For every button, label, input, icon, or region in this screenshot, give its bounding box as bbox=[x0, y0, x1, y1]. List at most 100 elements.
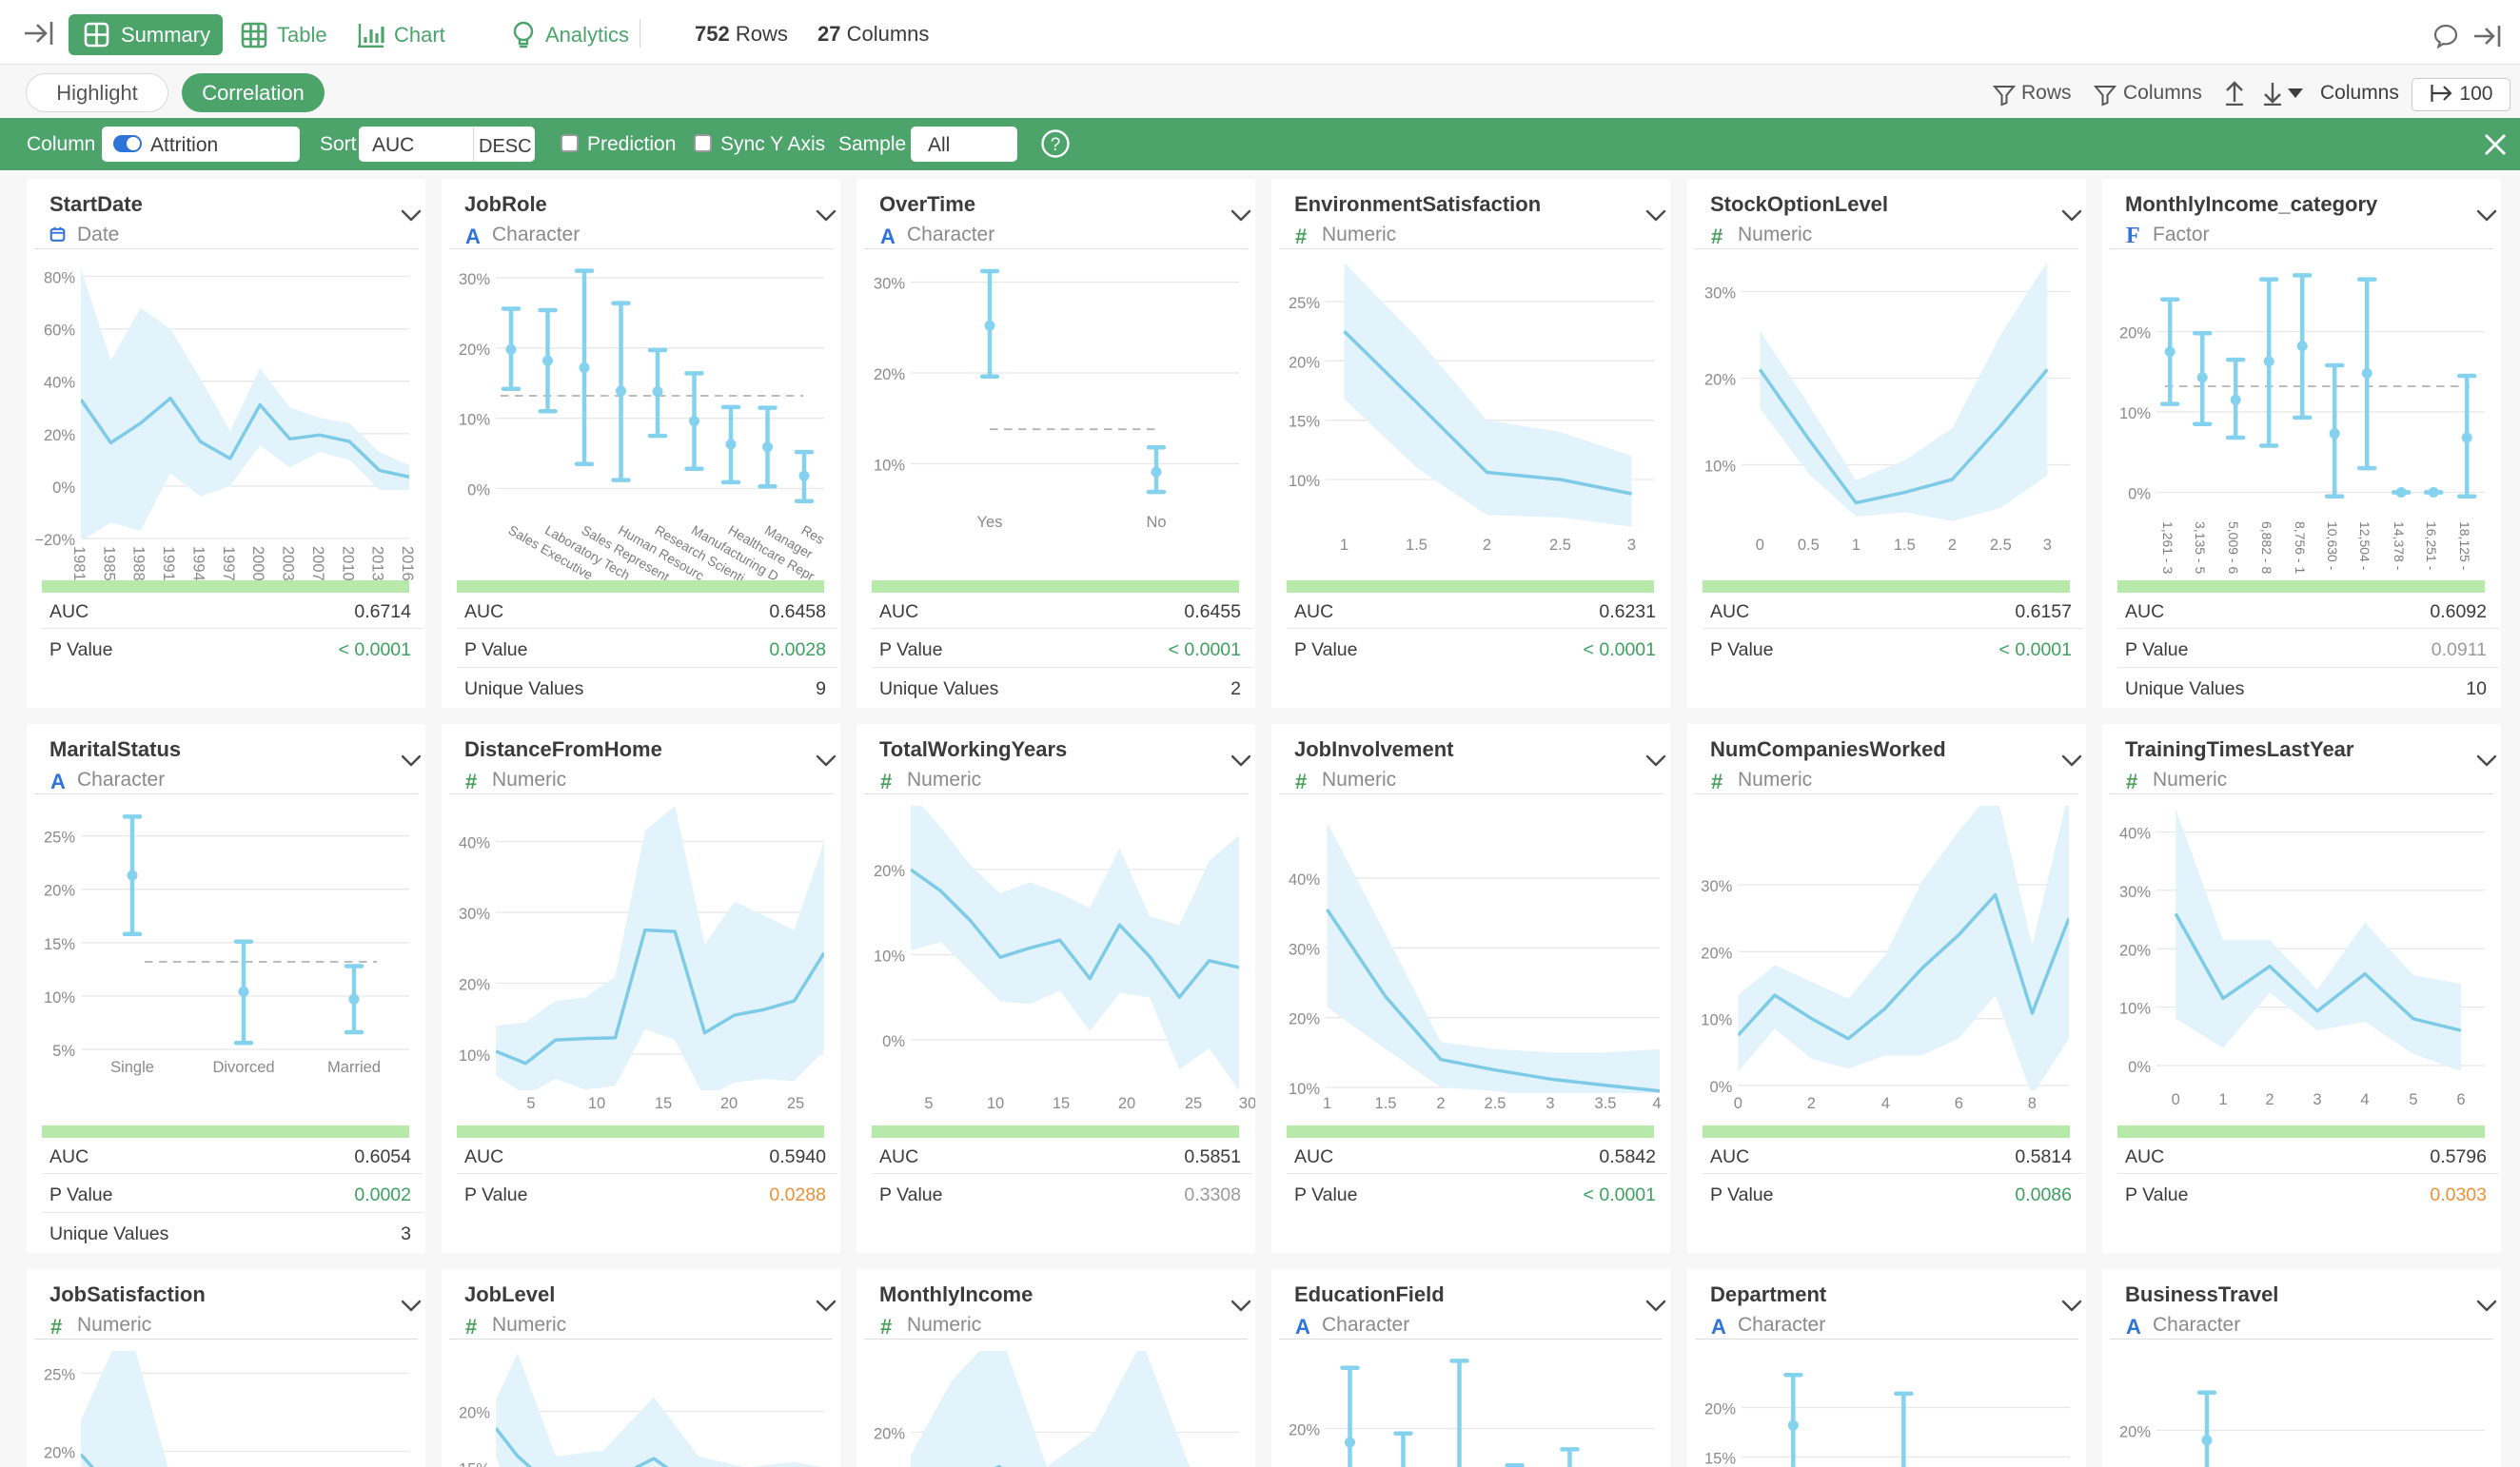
svg-text:20%: 20% bbox=[1701, 945, 1732, 962]
svg-text:0: 0 bbox=[2172, 1091, 2180, 1108]
svg-text:15: 15 bbox=[655, 1095, 672, 1112]
svg-text:3: 3 bbox=[2313, 1091, 2321, 1108]
svg-text:30%: 30% bbox=[2119, 884, 2151, 901]
svg-text:30%: 30% bbox=[874, 276, 905, 293]
svg-text:20%: 20% bbox=[44, 427, 75, 444]
svg-text:30: 30 bbox=[1239, 1095, 1255, 1112]
svg-text:25: 25 bbox=[1185, 1095, 1202, 1112]
svg-text:2007: 2007 bbox=[309, 546, 326, 581]
svg-text:40%: 40% bbox=[459, 835, 490, 852]
svg-text:1985: 1985 bbox=[100, 546, 117, 581]
svg-text:1: 1 bbox=[2218, 1091, 2227, 1108]
svg-text:Divorced: Divorced bbox=[212, 1059, 274, 1076]
svg-text:1: 1 bbox=[1340, 537, 1349, 554]
svg-text:8: 8 bbox=[2028, 1095, 2037, 1112]
svg-text:20%: 20% bbox=[44, 883, 75, 900]
svg-text:2003: 2003 bbox=[280, 546, 297, 581]
svg-text:20%: 20% bbox=[459, 1405, 490, 1422]
svg-text:2010: 2010 bbox=[339, 546, 356, 581]
svg-text:40%: 40% bbox=[44, 375, 75, 392]
svg-text:10%: 10% bbox=[44, 989, 75, 1007]
svg-text:20%: 20% bbox=[459, 977, 490, 994]
svg-text:10%: 10% bbox=[874, 458, 905, 475]
svg-text:Single: Single bbox=[110, 1059, 154, 1076]
svg-text:60%: 60% bbox=[44, 323, 75, 340]
svg-text:−20%: −20% bbox=[34, 532, 75, 549]
svg-text:25: 25 bbox=[787, 1095, 804, 1112]
svg-text:4: 4 bbox=[1881, 1095, 1890, 1112]
svg-text:40%: 40% bbox=[1289, 871, 1320, 889]
svg-text:10: 10 bbox=[987, 1095, 1004, 1112]
svg-text:30%: 30% bbox=[1289, 941, 1320, 958]
svg-text:20%: 20% bbox=[459, 342, 490, 359]
svg-text:5%: 5% bbox=[52, 1043, 75, 1060]
svg-text:3: 3 bbox=[2043, 537, 2052, 554]
svg-text:6,882 - 8: 6,882 - 8 bbox=[2259, 521, 2274, 574]
svg-text:25%: 25% bbox=[44, 1367, 75, 1384]
svg-text:10%: 10% bbox=[874, 949, 905, 966]
svg-text:15%: 15% bbox=[44, 936, 75, 953]
svg-text:2016: 2016 bbox=[399, 546, 416, 581]
svg-text:1.5: 1.5 bbox=[1894, 537, 1916, 554]
svg-text:15%: 15% bbox=[1289, 414, 1320, 431]
svg-text:25%: 25% bbox=[44, 830, 75, 847]
svg-text:10%: 10% bbox=[459, 412, 490, 429]
svg-text:1.5: 1.5 bbox=[1375, 1095, 1397, 1112]
svg-text:20%: 20% bbox=[1704, 1401, 1736, 1418]
svg-text:5: 5 bbox=[924, 1095, 933, 1112]
svg-text:20%: 20% bbox=[1289, 354, 1320, 371]
svg-text:20%: 20% bbox=[44, 1445, 75, 1462]
svg-text:1997: 1997 bbox=[220, 546, 237, 581]
svg-text:12,504 -: 12,504 - bbox=[2357, 521, 2372, 571]
svg-text:20%: 20% bbox=[1704, 372, 1736, 389]
svg-text:0%: 0% bbox=[2128, 1059, 2151, 1076]
svg-text:6: 6 bbox=[2456, 1091, 2465, 1108]
svg-text:4: 4 bbox=[1652, 1095, 1661, 1112]
svg-text:10%: 10% bbox=[1289, 473, 1320, 490]
svg-text:10%: 10% bbox=[459, 1047, 490, 1065]
svg-text:30%: 30% bbox=[1701, 878, 1732, 895]
svg-text:20%: 20% bbox=[874, 863, 905, 880]
svg-text:1981: 1981 bbox=[70, 546, 88, 581]
svg-text:1991: 1991 bbox=[160, 546, 177, 581]
svg-text:14,378 -: 14,378 - bbox=[2392, 521, 2407, 571]
svg-text:1994: 1994 bbox=[190, 546, 207, 581]
svg-text:10%: 10% bbox=[1701, 1012, 1732, 1029]
svg-text:0%: 0% bbox=[52, 479, 75, 497]
svg-text:2.5: 2.5 bbox=[1990, 537, 2012, 554]
svg-text:2000: 2000 bbox=[249, 546, 266, 581]
svg-text:30%: 30% bbox=[459, 906, 490, 923]
svg-text:2: 2 bbox=[1948, 537, 1957, 554]
svg-text:15%: 15% bbox=[459, 1461, 490, 1467]
svg-text:3.5: 3.5 bbox=[1595, 1095, 1617, 1112]
svg-text:2.5: 2.5 bbox=[1485, 1095, 1506, 1112]
svg-text:20%: 20% bbox=[2119, 1424, 2151, 1441]
svg-text:20%: 20% bbox=[1289, 1422, 1320, 1439]
svg-text:20: 20 bbox=[1118, 1095, 1135, 1112]
svg-text:10%: 10% bbox=[1704, 459, 1736, 476]
svg-text:16,251 -: 16,251 - bbox=[2424, 521, 2439, 571]
svg-text:1.5: 1.5 bbox=[1406, 537, 1427, 554]
svg-text:0.5: 0.5 bbox=[1798, 537, 1820, 554]
svg-text:2: 2 bbox=[2265, 1091, 2274, 1108]
svg-text:15: 15 bbox=[1053, 1095, 1070, 1112]
svg-text:2: 2 bbox=[1436, 1095, 1445, 1112]
svg-text:5: 5 bbox=[526, 1095, 535, 1112]
svg-text:80%: 80% bbox=[44, 270, 75, 287]
svg-text:3,135 - 5: 3,135 - 5 bbox=[2193, 521, 2208, 574]
svg-text:3: 3 bbox=[1627, 537, 1636, 554]
svg-text:20%: 20% bbox=[874, 1426, 905, 1443]
svg-text:15%: 15% bbox=[1704, 1451, 1736, 1467]
svg-text:5: 5 bbox=[2409, 1091, 2417, 1108]
svg-text:2: 2 bbox=[1807, 1095, 1816, 1112]
svg-text:Married: Married bbox=[327, 1059, 381, 1076]
svg-text:20: 20 bbox=[720, 1095, 738, 1112]
svg-text:4: 4 bbox=[2360, 1091, 2369, 1108]
svg-text:10,630 -: 10,630 - bbox=[2325, 521, 2340, 571]
svg-text:No: No bbox=[1146, 514, 1166, 531]
svg-text:1,261 - 3: 1,261 - 3 bbox=[2160, 521, 2175, 574]
svg-text:1: 1 bbox=[1852, 537, 1860, 554]
svg-text:10%: 10% bbox=[2119, 405, 2151, 422]
svg-text:1988: 1988 bbox=[130, 546, 148, 581]
svg-text:0: 0 bbox=[1734, 1095, 1742, 1112]
